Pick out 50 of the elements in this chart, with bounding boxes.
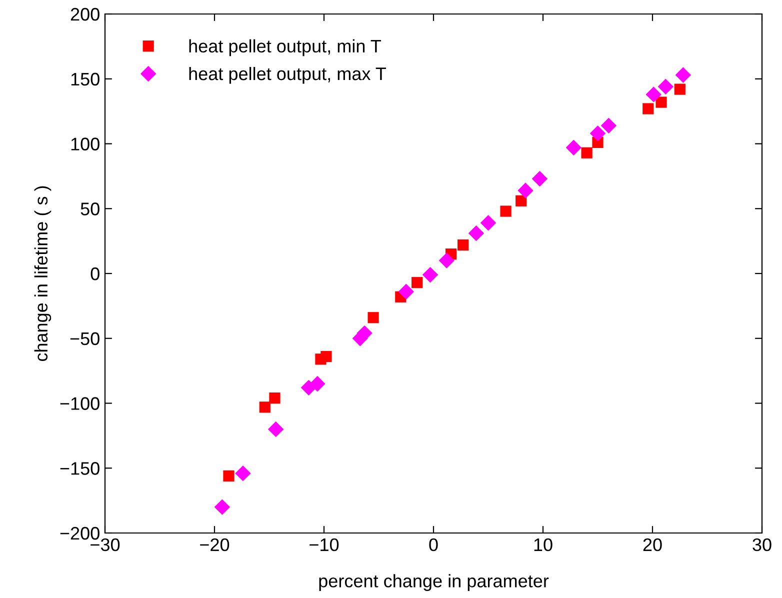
legend-label: heat pellet output, max T — [189, 66, 386, 84]
x-tick-label: 10 — [534, 538, 552, 552]
point — [581, 147, 592, 158]
point — [214, 499, 230, 515]
point — [223, 470, 234, 482]
point — [269, 392, 280, 404]
point — [480, 215, 496, 231]
point — [656, 96, 667, 108]
point — [320, 350, 332, 362]
y-tick-label: 0 — [90, 267, 100, 280]
y-tick-label: −200 — [60, 526, 100, 540]
legend-label: heat pellet output, min T — [189, 39, 382, 56]
y-tick-label: 150 — [71, 72, 100, 86]
y-tick-label: 50 — [80, 202, 100, 216]
x-tick-label: −10 — [310, 538, 339, 552]
point — [658, 78, 674, 95]
x-axis-title: percent change in parameter — [319, 574, 549, 591]
point — [458, 239, 469, 251]
point — [235, 465, 251, 482]
y-tick-label: −150 — [60, 462, 100, 475]
point — [516, 195, 527, 206]
point — [310, 376, 326, 392]
point — [566, 140, 582, 156]
y-tick-label: 200 — [70, 8, 100, 21]
point — [518, 182, 534, 198]
y-tick-label: −50 — [70, 332, 100, 346]
point — [590, 126, 606, 142]
point — [532, 170, 548, 187]
y-axis-title: change in lifetime ( s ) — [34, 186, 52, 362]
point — [259, 402, 270, 413]
point — [500, 206, 512, 217]
x-tick-label: −30 — [90, 538, 120, 552]
x-tick-label: 20 — [643, 538, 662, 552]
y-tick-label: 100 — [71, 138, 100, 150]
x-tick-label: 0 — [429, 538, 438, 552]
point — [600, 118, 617, 134]
point — [642, 103, 654, 114]
x-tick-label: 30 — [752, 538, 772, 552]
point — [422, 266, 438, 283]
point — [468, 225, 484, 242]
point — [398, 284, 414, 300]
point — [674, 84, 686, 95]
x-tick-label: −20 — [200, 538, 230, 552]
point — [646, 86, 662, 102]
point — [438, 252, 454, 268]
point — [412, 277, 423, 288]
point — [675, 67, 692, 83]
y-tick-label: −100 — [60, 397, 100, 410]
point — [368, 312, 379, 324]
point — [268, 421, 284, 438]
